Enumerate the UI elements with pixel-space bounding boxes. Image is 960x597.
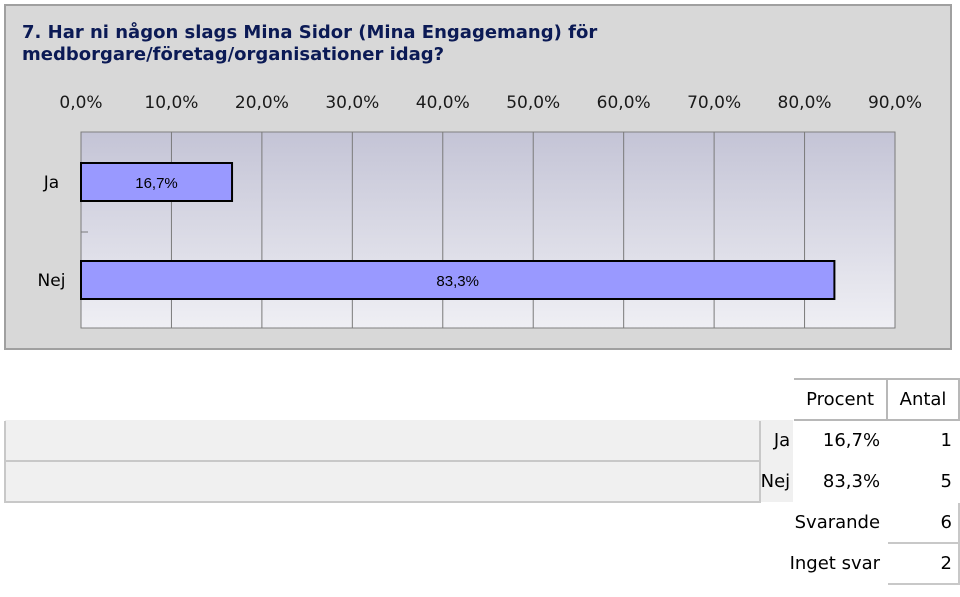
row-label: Ja — [773, 430, 791, 451]
row-count: 1 — [887, 420, 959, 461]
chart-title-line-2: medborgare/företag/organisationer idag? — [22, 44, 445, 65]
x-tick-label: 20,0% — [235, 93, 289, 113]
summary-label: Svarande — [794, 512, 881, 533]
data-label: 83,3% — [436, 273, 479, 290]
table-row: Nej 83,3% 5 — [4, 460, 959, 503]
summary-row: Inget svar 2 — [5, 542, 960, 585]
summary-count: 2 — [886, 542, 960, 585]
results-table: Procent Antal Ja 16,7% 1 Nej 83,3% 5 Sva… — [4, 378, 960, 585]
summary-count: 6 — [886, 501, 960, 544]
header-procent: Procent — [792, 378, 889, 421]
x-tick-label: 50,0% — [506, 93, 560, 113]
x-tick-label: 60,0% — [597, 93, 651, 113]
chart-title: 7. Har ni någon slags Mina Sidor (Mina E… — [22, 22, 722, 66]
x-tick-label: 0,0% — [59, 93, 102, 113]
chart-title-line-1: 7. Har ni någon slags Mina Sidor (Mina E… — [22, 22, 598, 43]
category-label: Nej — [38, 271, 66, 291]
data-label: 16,7% — [135, 175, 178, 192]
x-tick-label: 40,0% — [416, 93, 470, 113]
bar — [80, 260, 836, 300]
bar-chart: 0,0% 10,0% 20,0% 30,0% 40,0% 50,0% 60,0% 70,0% 8… — [38, 93, 922, 329]
x-tick-label: 90,0% — [868, 93, 922, 113]
row-percent: 83,3% — [793, 461, 888, 502]
summary-label: Inget svar — [789, 553, 881, 574]
row-percent: 16,7% — [793, 420, 888, 461]
x-tick-label: 30,0% — [325, 93, 379, 113]
row-count: 5 — [887, 461, 959, 502]
x-tick-label: 70,0% — [687, 93, 741, 113]
header-antal: Antal — [886, 378, 960, 421]
bar — [80, 162, 234, 202]
x-tick-label: 10,0% — [144, 93, 198, 113]
table-header-row: Procent Antal — [5, 378, 960, 421]
row-label: Nej — [760, 471, 791, 492]
table-row: Ja 16,7% 1 — [4, 419, 959, 462]
chart-panel: 7. Har ni någon slags Mina Sidor (Mina E… — [4, 4, 952, 350]
summary-row: Svarande 6 — [5, 501, 960, 544]
category-label: Ja — [43, 173, 59, 193]
x-tick-label: 80,0% — [778, 93, 832, 113]
